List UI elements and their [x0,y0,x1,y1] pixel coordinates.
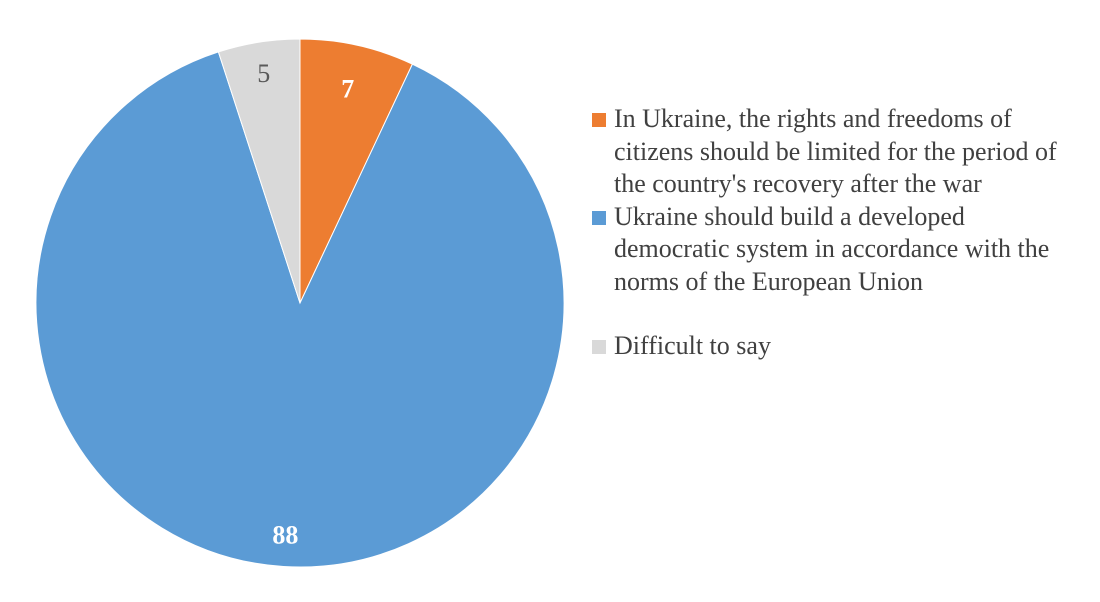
pie-slice-limit-rights [299,38,414,304]
legend-label: Ukraine should build a developed democra… [614,201,1050,296]
legend: In Ukraine, the rights and freedoms of c… [592,103,1082,363]
legend-swatch-blue [592,210,606,225]
legend-swatch-orange [592,113,606,127]
legend-item-democratic-system: Ukraine should build a developed democra… [592,201,1082,299]
data-label: 5 [257,59,270,88]
legend-item-difficult-to-say: Difficult to say [592,330,1082,363]
data-label: 88 [272,520,298,549]
pie-slice-difficult-to-say [217,38,301,304]
legend-item-limit-rights: In Ukraine, the rights and freedoms of c… [592,103,1082,201]
pie-slices [35,38,565,568]
pie-slice-democratic-system [35,51,565,568]
data-label: 7 [341,75,354,104]
legend-label: In Ukraine, the rights and freedoms of c… [614,104,1057,198]
pie-data-labels: 7 88 5 [257,59,354,549]
legend-swatch-gray [592,340,606,354]
legend-label: Difficult to say [614,331,771,360]
